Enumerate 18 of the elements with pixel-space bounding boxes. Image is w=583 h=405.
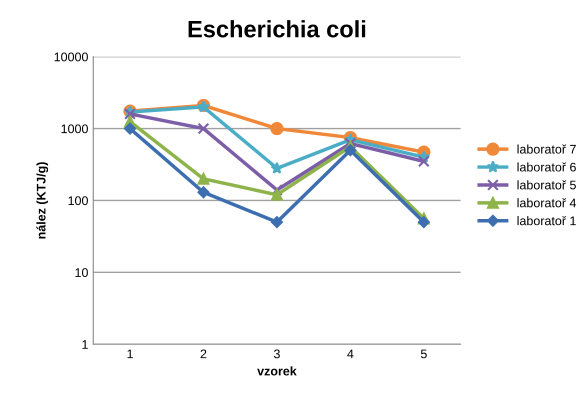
x-tick-label: 3 (274, 349, 280, 358)
x-tick-label: 5 (420, 350, 427, 358)
y-axis-title: nález (KTJ/g) (36, 162, 48, 239)
y-tick-label: 1 (82, 340, 88, 349)
legend-label: laboratoř 4 (518, 198, 576, 208)
legend-label: laboratoř 5 (518, 180, 576, 190)
y-tick-label: 10 (75, 268, 88, 278)
legend-label: laboratoř 1 (518, 216, 576, 226)
y-tick-label: 100 (68, 196, 88, 206)
x-tick-label: 1 (127, 350, 133, 358)
legend-label: laboratoř 7 (518, 144, 576, 154)
x-tick-label: 2 (200, 349, 206, 358)
legend-label: laboratoř 6 (518, 162, 576, 172)
chart-title: Escherichia coli (188, 20, 366, 38)
x-axis-title: vzorek (257, 366, 297, 376)
y-tick-label: 1000 (62, 124, 88, 134)
x-tick-label: 4 (347, 350, 354, 358)
y-tick-label: 10000 (54, 52, 88, 62)
